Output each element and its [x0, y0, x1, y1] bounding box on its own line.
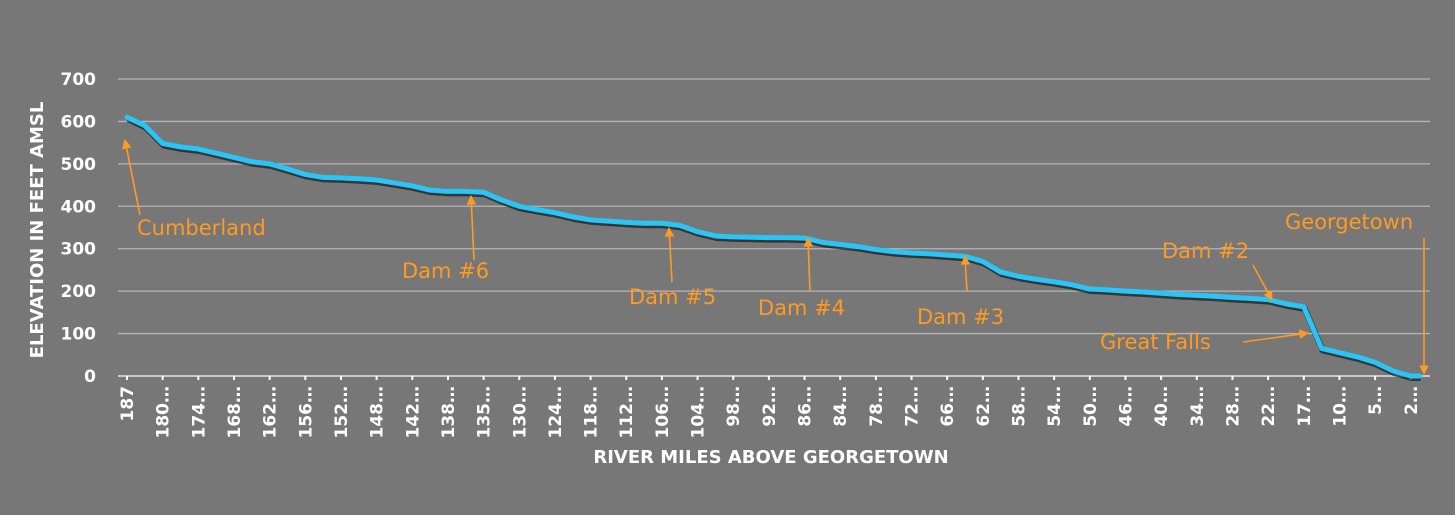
x-tick-label: 92…	[760, 386, 780, 427]
x-tick-label: 112…	[617, 386, 637, 439]
x-tick-label: 187	[118, 386, 138, 422]
annotation-arrow	[121, 139, 141, 216]
y-tick-label: 300	[61, 240, 97, 260]
annotation-arrow	[1242, 329, 1309, 343]
x-tick-label: 135…	[475, 386, 495, 439]
x-tick-label: 174…	[189, 386, 209, 439]
x-tick-label: 106…	[653, 386, 673, 439]
x-tick-label: 46…	[1116, 386, 1136, 427]
x-tick-label: 130…	[510, 386, 530, 439]
annotation-arrow	[466, 195, 477, 261]
annotation-label: Dam #3	[917, 305, 1004, 329]
x-tick-label: 5…	[1366, 386, 1386, 415]
y-tick-label: 0	[84, 367, 96, 387]
x-tick-label: 40…	[1152, 386, 1172, 427]
annotation-label: Dam #5	[629, 285, 716, 309]
x-axis-title: RIVER MILES ABOVE GEORGETOWN	[593, 447, 948, 468]
series-line	[124, 114, 1423, 379]
annotation-arrow	[803, 237, 814, 293]
x-tick-label: 84…	[831, 386, 851, 427]
x-tick-label: 62…	[974, 386, 994, 427]
x-tick-label: 162…	[261, 386, 281, 439]
y-tick-label: 500	[61, 155, 97, 175]
x-tick-label: 78…	[867, 386, 887, 427]
x-tick-label: 72…	[903, 386, 923, 427]
y-tick-label: 100	[61, 325, 97, 345]
x-tick-label: 142…	[403, 386, 423, 439]
annotation-label: Dam #4	[758, 296, 845, 320]
x-tick-label: 66…	[938, 386, 958, 427]
x-tick-label: 10…	[1330, 386, 1350, 427]
x-tick-label: 152…	[332, 386, 352, 439]
x-tick-label: 58…	[1010, 386, 1030, 427]
annotation-arrow	[664, 227, 675, 283]
x-tick-label: 98…	[724, 386, 744, 427]
x-tick-label: 148…	[368, 386, 388, 439]
x-tick-label: 2…	[1402, 386, 1422, 415]
annotation-label: Great Falls	[1100, 330, 1211, 354]
x-tick-label: 104…	[689, 386, 709, 439]
x-tick-label: 50…	[1081, 386, 1101, 427]
y-tick-label: 600	[61, 112, 97, 132]
x-tick-label: 118…	[582, 386, 602, 439]
x-tick-label: 17…	[1295, 386, 1315, 427]
annotation-label: Dam #2	[1162, 239, 1249, 263]
y-tick-label: 400	[61, 197, 97, 217]
x-tick-label: 124…	[546, 386, 566, 439]
x-tick-label: 180…	[154, 386, 174, 439]
annotation-arrow	[1252, 264, 1273, 301]
annotation-label: Georgetown	[1285, 210, 1413, 234]
annotation-label: Cumberland	[137, 216, 266, 240]
x-tick-label: 168…	[225, 386, 245, 439]
x-tick-label: 28…	[1223, 386, 1243, 427]
x-tick-label: 86…	[796, 386, 816, 427]
x-tick-label: 156…	[296, 386, 316, 439]
y-axis-title: ELEVATION IN FEET AMSL	[27, 102, 48, 359]
x-tick-label: 138…	[439, 386, 459, 439]
x-tick-label: 54…	[1045, 386, 1065, 427]
annotation-label: Dam #6	[402, 259, 489, 283]
y-tick-label: 700	[61, 70, 97, 90]
x-tick-label: 22…	[1259, 386, 1279, 427]
x-tick-label: 34…	[1188, 386, 1208, 427]
annotation-arrow	[960, 255, 971, 293]
y-tick-label: 200	[61, 282, 97, 302]
